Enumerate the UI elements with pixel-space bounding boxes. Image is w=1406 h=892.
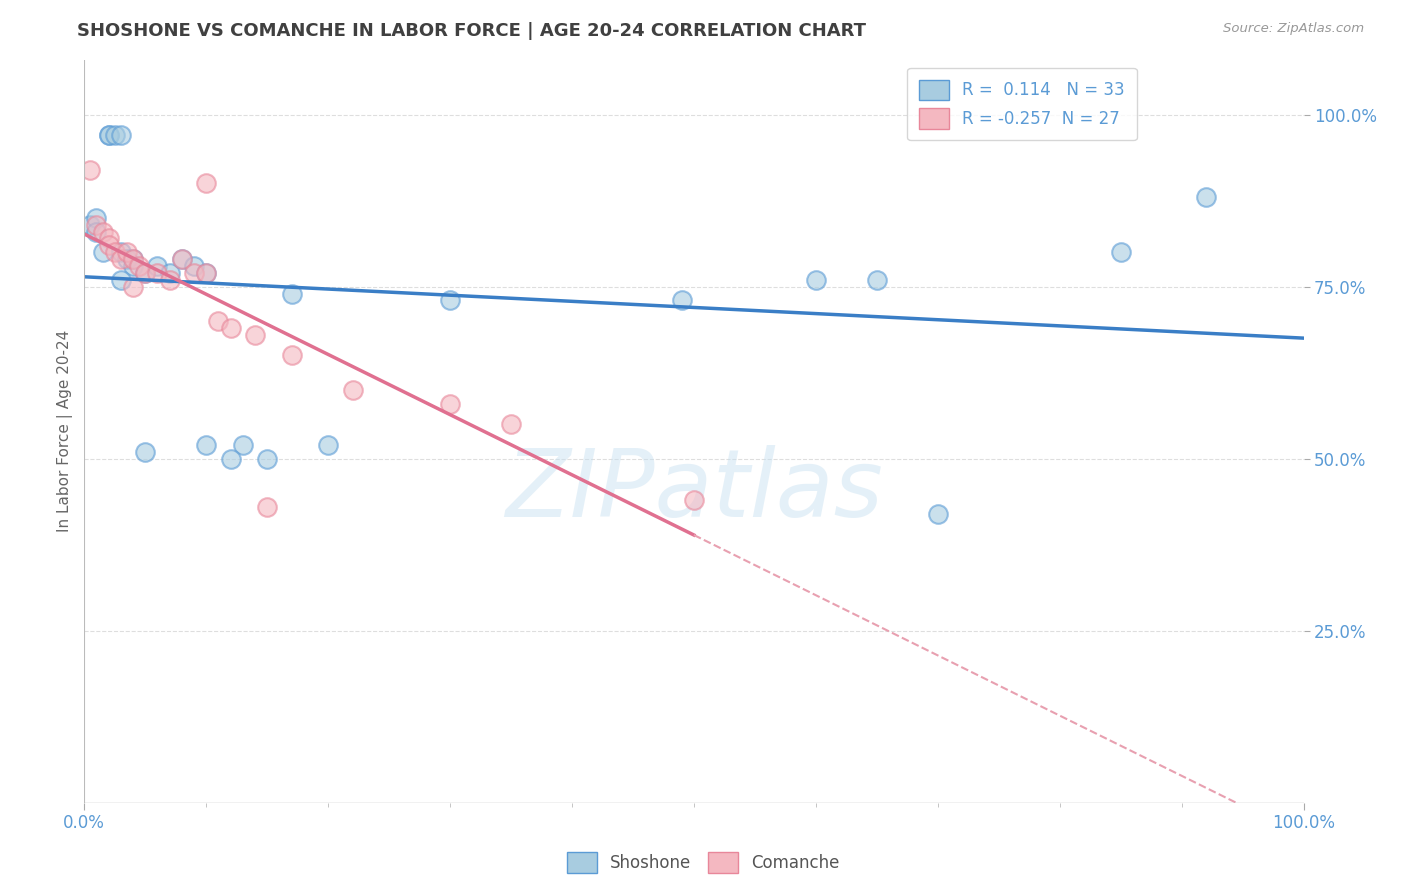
Point xyxy=(195,438,218,452)
Point xyxy=(97,231,120,245)
Point xyxy=(79,162,101,177)
Point xyxy=(115,245,138,260)
Text: SHOSHONE VS COMANCHE IN LABOR FORCE | AGE 20-24 CORRELATION CHART: SHOSHONE VS COMANCHE IN LABOR FORCE | AG… xyxy=(77,22,866,40)
Point xyxy=(183,266,205,280)
Point xyxy=(499,417,522,432)
Point xyxy=(122,259,145,273)
Point xyxy=(927,507,949,521)
Point xyxy=(183,259,205,273)
Y-axis label: In Labor Force | Age 20-24: In Labor Force | Age 20-24 xyxy=(58,330,73,533)
Point xyxy=(97,128,120,143)
Point xyxy=(280,286,302,301)
Point xyxy=(671,293,693,308)
Legend: R =  0.114   N = 33, R = -0.257  N = 27: R = 0.114 N = 33, R = -0.257 N = 27 xyxy=(907,68,1136,140)
Point xyxy=(134,266,156,280)
Point xyxy=(104,245,127,260)
Text: ZIPatlas: ZIPatlas xyxy=(505,445,883,536)
Point xyxy=(122,252,145,266)
Point xyxy=(146,259,169,273)
Point xyxy=(866,273,889,287)
Point xyxy=(122,279,145,293)
Point xyxy=(86,211,108,225)
Point xyxy=(195,177,218,191)
Point xyxy=(232,438,254,452)
Point xyxy=(439,396,461,410)
Legend: Shoshone, Comanche: Shoshone, Comanche xyxy=(560,846,846,880)
Point xyxy=(86,225,108,239)
Point xyxy=(91,225,114,239)
Point xyxy=(110,245,132,260)
Point xyxy=(122,252,145,266)
Point xyxy=(170,252,193,266)
Point xyxy=(439,293,461,308)
Point xyxy=(256,451,278,466)
Point xyxy=(104,128,127,143)
Point xyxy=(159,273,181,287)
Point xyxy=(159,266,181,280)
Point xyxy=(219,321,242,335)
Point xyxy=(256,500,278,514)
Point xyxy=(79,218,101,232)
Point xyxy=(97,238,120,252)
Point xyxy=(195,266,218,280)
Point xyxy=(86,218,108,232)
Point xyxy=(219,451,242,466)
Point xyxy=(134,266,156,280)
Point xyxy=(1195,190,1218,204)
Point xyxy=(243,327,266,342)
Point xyxy=(342,383,364,397)
Point xyxy=(97,128,120,143)
Point xyxy=(804,273,827,287)
Point xyxy=(128,259,150,273)
Point xyxy=(134,444,156,458)
Point xyxy=(683,492,706,507)
Point xyxy=(115,252,138,266)
Text: Source: ZipAtlas.com: Source: ZipAtlas.com xyxy=(1223,22,1364,36)
Point xyxy=(91,245,114,260)
Point xyxy=(110,252,132,266)
Point xyxy=(146,266,169,280)
Point xyxy=(316,438,339,452)
Point xyxy=(195,266,218,280)
Point xyxy=(280,348,302,362)
Point xyxy=(110,128,132,143)
Point xyxy=(1109,245,1132,260)
Point xyxy=(170,252,193,266)
Point xyxy=(110,273,132,287)
Point xyxy=(207,314,229,328)
